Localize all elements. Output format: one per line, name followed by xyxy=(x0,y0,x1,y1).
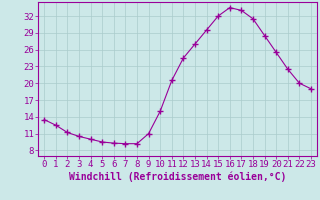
X-axis label: Windchill (Refroidissement éolien,°C): Windchill (Refroidissement éolien,°C) xyxy=(69,172,286,182)
